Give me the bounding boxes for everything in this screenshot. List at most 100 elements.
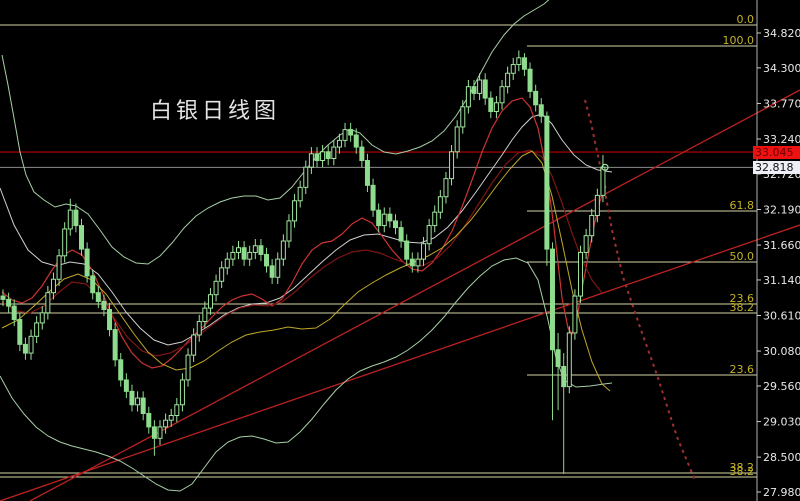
candle-body bbox=[589, 215, 595, 237]
bid-price-box: 33.045 bbox=[753, 145, 800, 159]
candle-body bbox=[151, 426, 157, 439]
candle-body bbox=[292, 200, 298, 222]
axis-label: 30.610 bbox=[763, 310, 800, 323]
candle-body bbox=[387, 213, 393, 222]
candle-body bbox=[168, 414, 174, 421]
candle-body bbox=[191, 334, 197, 356]
candle-body bbox=[286, 220, 292, 242]
candle-body bbox=[219, 267, 225, 282]
candle-body bbox=[39, 312, 45, 324]
candle-body bbox=[207, 294, 213, 309]
candle-body bbox=[140, 397, 146, 414]
candle-body bbox=[258, 245, 264, 255]
candle-body bbox=[308, 153, 314, 168]
candle-body bbox=[421, 243, 427, 260]
candle-body bbox=[561, 366, 567, 388]
candle-body bbox=[135, 397, 141, 406]
candle-body bbox=[432, 211, 438, 227]
candle-body bbox=[230, 251, 236, 260]
candle-body bbox=[241, 247, 247, 260]
candle-body bbox=[78, 225, 84, 250]
axis-label: 33.240 bbox=[763, 133, 800, 146]
axis-label: 31.140 bbox=[763, 274, 800, 287]
candle-body bbox=[454, 126, 460, 153]
candle-body bbox=[398, 227, 404, 242]
candle-body bbox=[252, 245, 258, 253]
axis-label: 32.190 bbox=[763, 203, 800, 216]
candle-body bbox=[22, 343, 28, 354]
candle-body bbox=[202, 307, 208, 323]
axis-label: 30.080 bbox=[763, 345, 800, 358]
last-price-box: 32.818 bbox=[753, 160, 800, 174]
candle-body bbox=[460, 106, 466, 128]
candle-body bbox=[129, 390, 135, 406]
fib-label: 50.0 bbox=[730, 250, 755, 263]
candle-body bbox=[555, 349, 561, 368]
candle-body bbox=[342, 129, 348, 141]
bollinger-lower-line bbox=[0, 257, 613, 492]
candle-body bbox=[123, 379, 129, 392]
dashed-trend-line bbox=[584, 99, 696, 481]
axis-label: 31.660 bbox=[763, 239, 800, 252]
axis-label: 29.030 bbox=[763, 416, 800, 429]
candle-body bbox=[521, 57, 527, 70]
candle-body bbox=[594, 194, 600, 217]
candle-body bbox=[179, 379, 185, 406]
candle-body bbox=[392, 220, 398, 229]
fib-label: 23.6 bbox=[730, 363, 755, 376]
candle-body bbox=[426, 225, 432, 245]
bollinger-middle-line bbox=[0, 113, 613, 346]
candle-body bbox=[516, 57, 522, 66]
candle-body bbox=[443, 178, 449, 198]
candle-body bbox=[275, 258, 281, 278]
candle-body bbox=[381, 213, 387, 227]
candle-body bbox=[578, 251, 584, 297]
page-title: 白银日线图 bbox=[150, 99, 281, 124]
candle-body bbox=[499, 86, 505, 104]
candle-body bbox=[101, 300, 107, 310]
candle-body bbox=[482, 79, 488, 99]
candle-body bbox=[376, 209, 382, 227]
candle-body bbox=[572, 295, 578, 334]
candle-body bbox=[353, 134, 359, 148]
candle-body bbox=[264, 253, 270, 267]
candle-body bbox=[17, 319, 23, 345]
candle-body bbox=[34, 322, 40, 337]
candle-body bbox=[364, 159, 370, 186]
candle-body bbox=[247, 251, 253, 260]
candle-body bbox=[56, 255, 62, 280]
ma-fast-red-line bbox=[1, 97, 607, 369]
bollinger-upper-line bbox=[1, 0, 550, 265]
candle-body bbox=[174, 404, 180, 416]
candle-body bbox=[471, 86, 477, 94]
candle-body bbox=[314, 153, 320, 161]
candle-body bbox=[213, 280, 219, 296]
candle-body bbox=[566, 332, 572, 388]
fib-label: 0.0 bbox=[737, 13, 755, 26]
candle-body bbox=[224, 258, 230, 269]
last-price-marker bbox=[601, 163, 609, 171]
candle-body bbox=[370, 184, 376, 211]
candle-body bbox=[320, 151, 326, 161]
axis-label: 33.770 bbox=[763, 97, 800, 110]
candle-body bbox=[280, 240, 286, 260]
candle-body bbox=[527, 68, 533, 92]
candle-body bbox=[163, 419, 169, 428]
candle-body bbox=[404, 240, 410, 260]
candle-body bbox=[90, 275, 96, 294]
fib-label: 61.8 bbox=[730, 199, 755, 212]
candle-body bbox=[505, 72, 511, 88]
fib-label: 38.2 bbox=[730, 301, 755, 314]
ma-slow-darkred-line bbox=[1, 149, 603, 357]
candle-body bbox=[325, 151, 331, 159]
candle-body bbox=[157, 426, 163, 439]
ma-yellow-line bbox=[1, 150, 611, 392]
candle-body bbox=[477, 79, 483, 94]
candle-body bbox=[84, 248, 90, 277]
candle-body bbox=[196, 321, 202, 336]
candle-body bbox=[583, 235, 589, 253]
fib-label: 100.0 bbox=[723, 34, 755, 47]
candle-body bbox=[112, 329, 118, 361]
